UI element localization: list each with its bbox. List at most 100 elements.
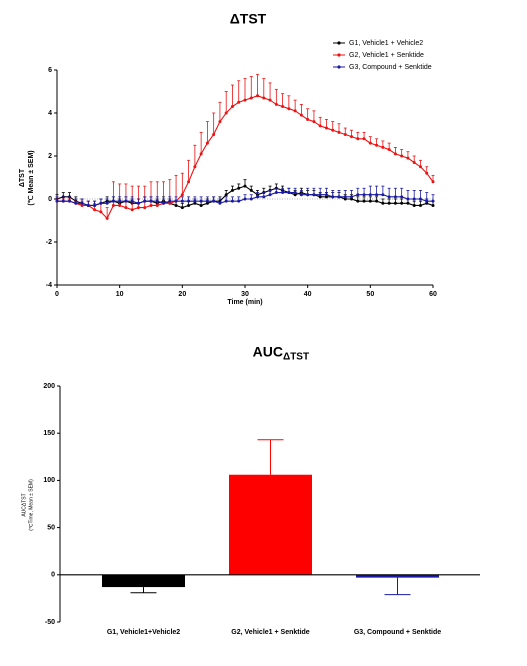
point <box>287 107 291 111</box>
point <box>118 203 122 207</box>
point <box>425 201 429 205</box>
point <box>318 124 322 128</box>
y-tick-label: 6 <box>48 67 52 74</box>
point <box>312 120 316 124</box>
point <box>337 130 341 134</box>
point <box>262 195 266 199</box>
point <box>99 210 103 214</box>
point <box>281 105 285 109</box>
x-tick-label: G3, Compound + Senktide <box>354 629 441 636</box>
point <box>230 199 234 203</box>
point <box>318 193 322 197</box>
point <box>180 206 184 210</box>
point <box>199 203 203 207</box>
y-tick-label: 100 <box>43 477 55 484</box>
y-tick-label: 200 <box>43 383 55 390</box>
point <box>243 197 247 201</box>
point <box>412 160 416 164</box>
point <box>356 199 360 203</box>
x-tick-label: 30 <box>241 291 249 298</box>
x-axis-label: Time (min) <box>227 299 262 306</box>
point <box>337 195 341 199</box>
point <box>249 188 253 192</box>
point <box>299 113 303 117</box>
point <box>400 201 404 205</box>
point <box>431 180 435 184</box>
point <box>293 193 297 197</box>
point <box>136 201 140 205</box>
y-tick-label: 150 <box>43 430 55 437</box>
point <box>406 197 410 201</box>
point <box>130 199 134 203</box>
point <box>381 201 385 205</box>
legend-label: G2, Vehicle1 + Senktide <box>349 52 424 59</box>
legend-marker <box>337 65 341 69</box>
point <box>362 199 366 203</box>
point <box>237 100 241 104</box>
point <box>368 193 372 197</box>
point <box>93 203 97 207</box>
point <box>368 199 372 203</box>
y-axis-label: (℃Time, Mean ± SEM) <box>28 479 34 531</box>
point <box>343 197 347 201</box>
point <box>293 109 297 113</box>
point <box>356 193 360 197</box>
x-tick-label: G2, Vehicle1 + Senktide <box>231 629 310 636</box>
point <box>205 201 209 205</box>
point <box>155 203 159 207</box>
point <box>199 152 203 156</box>
point <box>93 208 97 212</box>
point <box>393 152 397 156</box>
y-tick-label: 2 <box>48 153 52 160</box>
y-tick-label: -2 <box>46 239 52 246</box>
point <box>293 191 297 195</box>
point <box>299 193 303 197</box>
point <box>111 203 115 207</box>
point <box>393 195 397 199</box>
point <box>187 203 191 207</box>
point <box>418 203 422 207</box>
point <box>130 208 134 212</box>
x-tick-label: 20 <box>178 291 186 298</box>
point <box>393 201 397 205</box>
point <box>331 195 335 199</box>
y-tick-label: -50 <box>45 619 55 626</box>
point <box>224 199 228 203</box>
point <box>218 201 222 205</box>
point <box>187 180 191 184</box>
point <box>287 191 291 195</box>
point <box>68 199 72 203</box>
legend-label: G3, Compound + Senktide <box>349 64 432 71</box>
x-tick-label: 50 <box>366 291 374 298</box>
y-tick-label: 50 <box>47 524 55 531</box>
point <box>230 188 234 192</box>
y-axis-label: (℃ Mean ± SEM) <box>27 150 35 205</box>
point <box>174 203 178 207</box>
point <box>180 193 184 197</box>
point <box>212 133 216 136</box>
point <box>86 203 90 207</box>
point <box>205 141 209 145</box>
point <box>243 184 247 188</box>
point <box>224 193 228 197</box>
point <box>224 111 228 115</box>
point <box>105 216 109 220</box>
point <box>356 137 360 141</box>
x-tick-label: 40 <box>304 291 312 298</box>
point <box>143 199 147 203</box>
y-tick-label: -4 <box>46 282 52 289</box>
point <box>256 195 260 199</box>
point <box>249 197 253 201</box>
chart-title-sub: ΔTST <box>283 352 309 363</box>
y-axis-label: AUCΔTST <box>21 493 27 516</box>
point <box>312 193 316 197</box>
point <box>149 203 153 207</box>
point <box>412 203 416 207</box>
point <box>212 199 216 203</box>
bar <box>229 474 312 575</box>
point <box>343 195 347 199</box>
point <box>400 195 404 199</box>
legend-label: G1, Vehicle1 + Vehicle2 <box>349 40 423 47</box>
point <box>80 201 84 205</box>
point <box>74 201 78 205</box>
